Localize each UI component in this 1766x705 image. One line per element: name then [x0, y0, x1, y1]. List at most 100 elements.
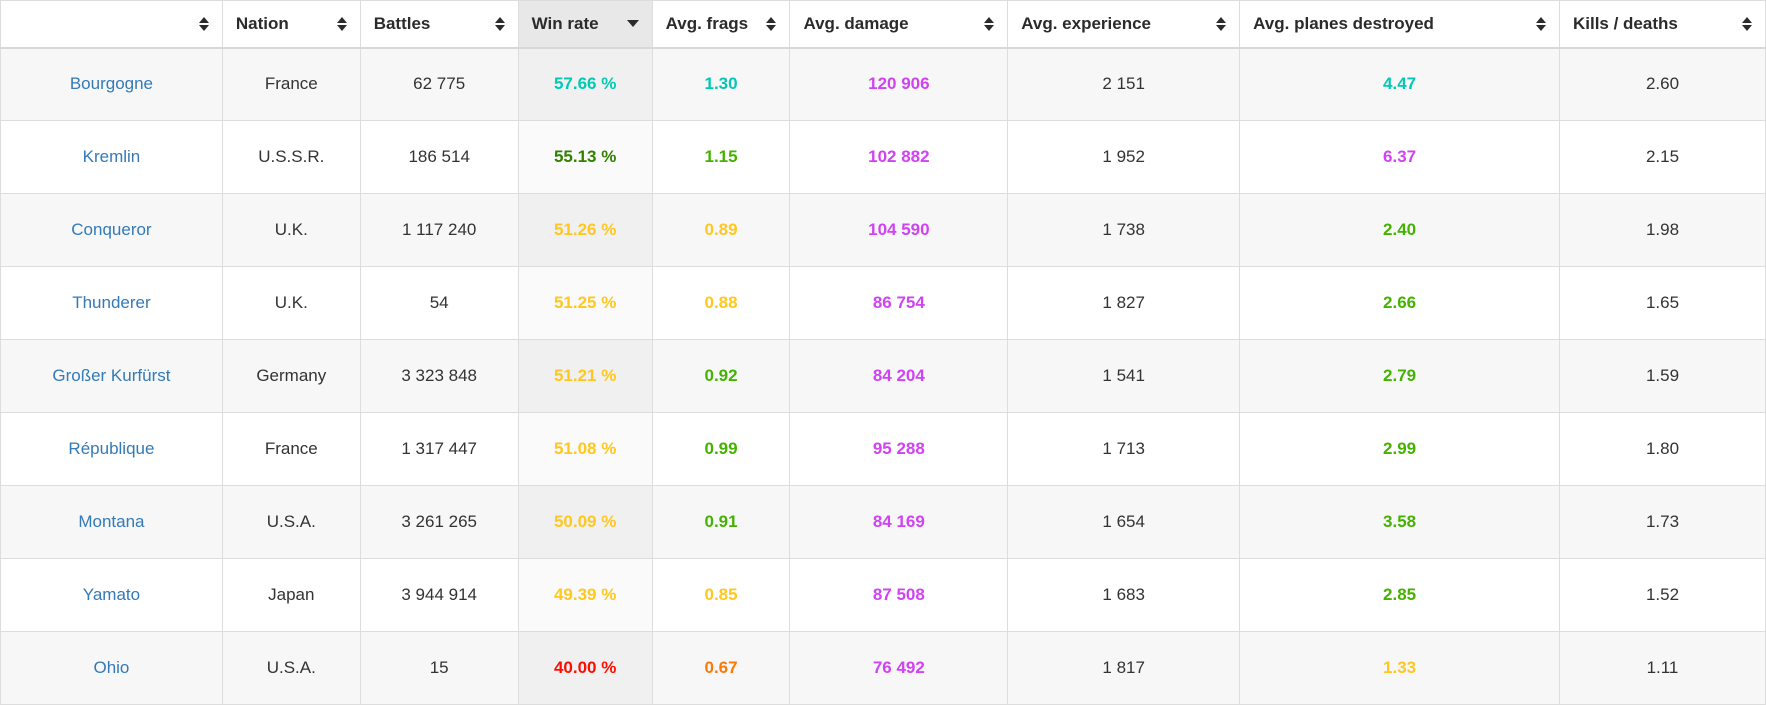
ship-link[interactable]: Montana: [78, 512, 145, 531]
nation-cell: Germany: [221, 339, 361, 413]
kills_deaths-value: 2.60: [1645, 74, 1680, 94]
battles-cell: 15: [359, 631, 519, 705]
ship-cell: Bourgogne: [0, 47, 223, 121]
avg_planes-cell: 1.33: [1239, 631, 1560, 705]
ship-link[interactable]: Kremlin: [82, 147, 141, 166]
avg_planes-value: 6.37: [1383, 147, 1417, 166]
triangle-up-icon: [766, 16, 777, 23]
avg_planes-value: 2.79: [1383, 366, 1417, 385]
triangle-down-icon: [494, 24, 505, 31]
triangle-up-icon: [1216, 16, 1227, 23]
avg_planes-cell: 2.66: [1239, 266, 1560, 340]
avg_frags-cell: 1.30: [651, 47, 791, 121]
col-label-nation: Nation: [235, 13, 289, 33]
ship-link[interactable]: Ohio: [93, 658, 130, 677]
col-header-ship[interactable]: [0, 0, 223, 49]
battles-cell: 186 514: [359, 120, 519, 194]
ship-link[interactable]: Conqueror: [71, 220, 152, 239]
col-header-inner: Avg. planes destroyed: [1253, 14, 1546, 34]
nation-cell: U.S.S.R.: [221, 120, 361, 194]
ship-link[interactable]: République: [68, 439, 155, 458]
triangle-down-icon: [766, 24, 777, 31]
avg_frags-cell: 1.15: [651, 120, 791, 194]
col-header-win_rate[interactable]: Win rate: [517, 0, 653, 49]
sort-both-icon: [984, 16, 995, 31]
kills_deaths-value: 1.98: [1645, 220, 1680, 239]
avg_planes-cell: 4.47: [1239, 47, 1560, 121]
kills_deaths-cell: 1.73: [1558, 485, 1766, 559]
sort-both-icon: [336, 16, 347, 31]
nation-cell: U.S.A.: [221, 631, 361, 705]
avg_damage-cell: 95 288: [789, 412, 1009, 486]
kills_deaths-cell: 1.80: [1558, 412, 1766, 486]
avg_frags-cell: 0.99: [651, 412, 791, 486]
battles-value: 54: [429, 293, 449, 312]
sort-desc-icon: [626, 20, 639, 28]
col-header-avg_frags[interactable]: Avg. frags: [651, 0, 791, 49]
nation-value: Japan: [268, 585, 315, 604]
avg_planes-cell: 3.58: [1239, 485, 1560, 559]
nation-cell: U.S.A.: [221, 485, 361, 559]
col-header-avg_experience[interactable]: Avg. experience: [1007, 0, 1241, 49]
ship-cell: Yamato: [0, 558, 223, 632]
table-body: Bourgogne France 62 775 57.66 % 1.30 120 906 2…: [0, 47, 1766, 705]
avg_planes-value: 2.85: [1383, 585, 1417, 604]
nation-value: France: [264, 74, 318, 94]
table-row: Montana U.S.A. 3 261 265 50.09 % 0.91 84 169 1…: [0, 485, 1766, 559]
nation-cell: U.K.: [221, 193, 361, 267]
nation-value: U.K.: [274, 293, 308, 312]
avg_experience-cell: 1 827: [1007, 266, 1241, 340]
avg_damage-cell: 87 508: [789, 558, 1009, 632]
ship-link[interactable]: Bourgogne: [69, 74, 154, 94]
table-header: Nation Battles Win rate Avg. frags Avg. dama…: [0, 0, 1766, 49]
avg_experience-cell: 2 151: [1007, 47, 1241, 121]
battles-cell: 3 261 265: [359, 485, 519, 559]
table-row: Thunderer U.K. 54 51.25 % 0.88 86 754 1 827 2.6…: [0, 266, 1766, 340]
col-header-battles[interactable]: Battles: [359, 0, 519, 49]
battles-cell: 54: [359, 266, 519, 340]
col-label-kills_deaths: Kills / deaths: [1572, 13, 1678, 33]
avg_frags-cell: 0.92: [651, 339, 791, 413]
kills_deaths-cell: 1.11: [1558, 631, 1766, 705]
col-header-nation[interactable]: Nation: [221, 0, 361, 49]
ship-cell: Montana: [0, 485, 223, 559]
win_rate-value: 49.39 %: [553, 585, 617, 604]
ship-cell: République: [0, 412, 223, 486]
battles-value: 3 944 914: [401, 585, 477, 604]
table-row: Kremlin U.S.S.R. 186 514 55.13 % 1.15 102 882…: [0, 120, 1766, 194]
nation-value: U.K.: [274, 220, 308, 239]
battles-cell: 3 323 848: [359, 339, 519, 413]
win_rate-value: 50.09 %: [553, 512, 617, 531]
avg_experience-value: 1 738: [1102, 220, 1145, 239]
triangle-up-icon: [984, 16, 995, 23]
avg_experience-cell: 1 738: [1007, 193, 1241, 267]
kills_deaths-value: 1.52: [1645, 585, 1680, 604]
col-header-kills_deaths[interactable]: Kills / deaths: [1558, 0, 1766, 49]
avg_planes-value: 2.99: [1383, 439, 1417, 458]
avg_frags-value: 0.99: [704, 439, 738, 458]
col-header-avg_damage[interactable]: Avg. damage: [789, 0, 1009, 49]
win_rate-cell: 51.25 %: [517, 266, 653, 340]
battles-cell: 1 317 447: [359, 412, 519, 486]
avg_damage-value: 120 906: [868, 74, 930, 94]
col-header-avg_planes[interactable]: Avg. planes destroyed: [1239, 0, 1560, 49]
kills_deaths-cell: 2.15: [1558, 120, 1766, 194]
kills_deaths-cell: 1.52: [1558, 558, 1766, 632]
battles-cell: 3 944 914: [359, 558, 519, 632]
win_rate-cell: 40.00 %: [517, 631, 653, 705]
sort-both-icon: [494, 16, 505, 31]
avg_experience-value: 1 654: [1102, 512, 1145, 531]
triangle-down-icon: [336, 24, 347, 31]
avg_damage-cell: 102 882: [789, 120, 1009, 194]
ship-link[interactable]: Großer Kurfürst: [52, 366, 171, 385]
avg_frags-cell: 0.89: [651, 193, 791, 267]
ship-link[interactable]: Thunderer: [72, 293, 151, 312]
avg_damage-cell: 104 590: [789, 193, 1009, 267]
avg_planes-cell: 6.37: [1239, 120, 1560, 194]
ship-link[interactable]: Yamato: [82, 585, 141, 604]
sort-both-icon: [198, 16, 209, 31]
avg_frags-value: 1.15: [704, 147, 738, 166]
sort-both-icon: [1535, 16, 1546, 31]
avg_frags-value: 0.92: [704, 366, 738, 385]
avg_frags-cell: 0.85: [651, 558, 791, 632]
